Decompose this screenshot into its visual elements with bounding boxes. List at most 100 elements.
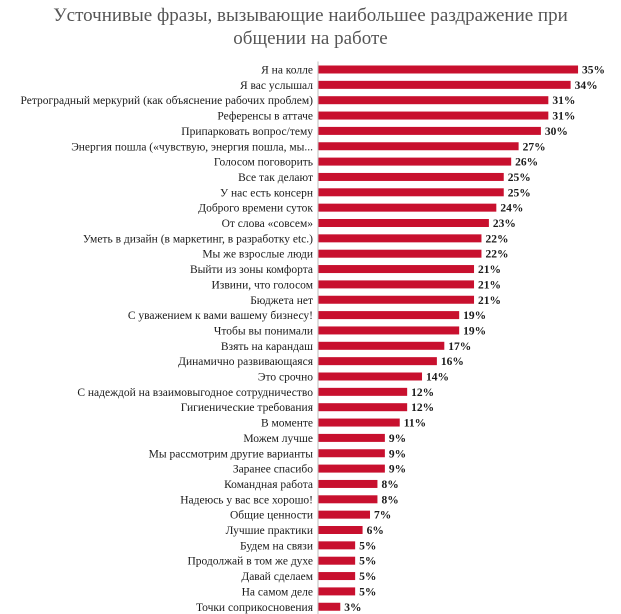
value-label: 7%	[374, 510, 391, 522]
chart-title-line-2: общении на работе	[233, 28, 388, 49]
category-label: Выйти из зоны комфорта	[190, 264, 313, 276]
chart-title: Уcточнивые фразы, вызывающие наибольшее …	[0, 4, 621, 50]
bar	[318, 295, 475, 304]
value-label: 5%	[359, 571, 376, 583]
chart-title-line-1: Уcточнивые фразы, вызывающие наибольшее …	[53, 5, 568, 26]
category-label: Уметь в дизайн (в маркетинг, в разработк…	[83, 233, 313, 245]
value-label: 24%	[500, 203, 523, 215]
category-label: Давай сделаем	[241, 571, 313, 583]
bar	[318, 219, 489, 227]
category-label: В моменте	[261, 418, 313, 430]
value-label: 22%	[485, 249, 508, 261]
bar	[318, 188, 504, 197]
value-label: 27%	[523, 141, 546, 153]
category-label: Энергия пошла («чувствую, энергия пошла,…	[71, 141, 313, 153]
bar	[318, 80, 571, 89]
bar	[318, 403, 408, 412]
bar	[318, 265, 475, 274]
category-label: Это срочно	[258, 372, 313, 384]
value-label: 6%	[367, 525, 384, 537]
category-label: Взять на карандаш	[221, 341, 313, 353]
bar	[318, 126, 541, 135]
category-label: Все так делают	[238, 172, 313, 184]
bar	[318, 510, 371, 519]
bar	[318, 157, 512, 166]
bar	[318, 311, 460, 320]
bar	[318, 234, 482, 243]
category-label: Точки соприкосновения	[196, 602, 314, 614]
value-label: 5%	[359, 540, 376, 552]
category-label: Заранее спасибо	[233, 464, 313, 476]
value-label: 21%	[478, 264, 501, 276]
bar	[318, 372, 423, 381]
category-label: На самом деле	[242, 586, 313, 598]
category-label: Общие ценности	[230, 510, 313, 522]
category-label: Припарковать вопрос/тему	[181, 126, 313, 138]
category-label: Надеюсь у вас все хорошо!	[180, 494, 313, 506]
category-label: От слова «совсем»	[222, 218, 314, 230]
value-label: 31%	[552, 95, 575, 107]
value-label: 31%	[552, 111, 575, 123]
bar	[318, 249, 482, 258]
category-label: Доброго времени суток	[198, 203, 313, 215]
value-label: 5%	[359, 586, 376, 598]
value-label: 30%	[545, 126, 568, 138]
category-label: Референсы в аттаче	[217, 111, 313, 123]
bar	[318, 556, 356, 565]
category-label: Извини, что голосом	[212, 279, 314, 291]
value-label: 25%	[508, 187, 531, 199]
category-label: Я на колле	[261, 65, 313, 77]
bar	[318, 326, 460, 335]
value-label: 25%	[508, 172, 531, 184]
bar	[318, 495, 378, 504]
bar	[318, 602, 341, 611]
category-label: Мы рассмотрим другие варианты	[149, 448, 314, 460]
category-label: Гигиенические требования	[181, 402, 314, 414]
bar	[318, 479, 378, 488]
bar	[318, 572, 356, 581]
value-label: 9%	[389, 433, 406, 445]
bar	[318, 65, 579, 74]
bar	[318, 433, 385, 442]
value-label: 12%	[411, 387, 434, 399]
bar	[318, 387, 408, 396]
value-label: 12%	[411, 402, 434, 414]
value-label: 21%	[478, 279, 501, 291]
value-label: 34%	[575, 80, 598, 92]
category-label: Динамично развивающаяся	[178, 356, 314, 368]
bar	[318, 541, 356, 550]
category-label: С уважением к вами вашему бизнесу!	[128, 310, 313, 322]
bar	[318, 142, 519, 151]
category-label: Я вас услышал	[240, 80, 313, 92]
value-label: 17%	[448, 341, 471, 353]
value-label: 19%	[463, 325, 486, 337]
bar	[318, 280, 475, 289]
bar	[318, 203, 497, 212]
bar	[318, 111, 549, 120]
category-label: Можем лучше	[243, 433, 313, 445]
value-label: 3%	[344, 602, 361, 614]
value-label: 9%	[389, 464, 406, 476]
value-label: 9%	[389, 448, 406, 460]
bar	[318, 449, 385, 458]
value-label: 21%	[478, 295, 501, 307]
bar	[318, 526, 363, 534]
category-label: Продолжай в том же духе	[187, 556, 313, 568]
value-label: 19%	[463, 310, 486, 322]
category-label: С надеждой на взаимовыгодное сотрудничес…	[77, 387, 313, 399]
bar	[318, 587, 356, 596]
category-label: Будем на связи	[240, 540, 313, 552]
category-label: Мы же взрослые люди	[202, 249, 313, 261]
bar	[318, 464, 385, 473]
value-label: 23%	[493, 218, 516, 230]
category-label: Чтобы вы понимали	[214, 325, 313, 337]
category-label: Ретроградный меркурий (как объяснение ра…	[21, 95, 314, 107]
value-label: 11%	[404, 418, 426, 430]
value-label: 22%	[485, 233, 508, 245]
value-label: 5%	[359, 556, 376, 568]
bar	[318, 172, 504, 181]
bar	[318, 357, 437, 366]
category-label: Голосом поговорить	[214, 157, 313, 169]
category-label: Лучшие практики	[226, 525, 313, 537]
